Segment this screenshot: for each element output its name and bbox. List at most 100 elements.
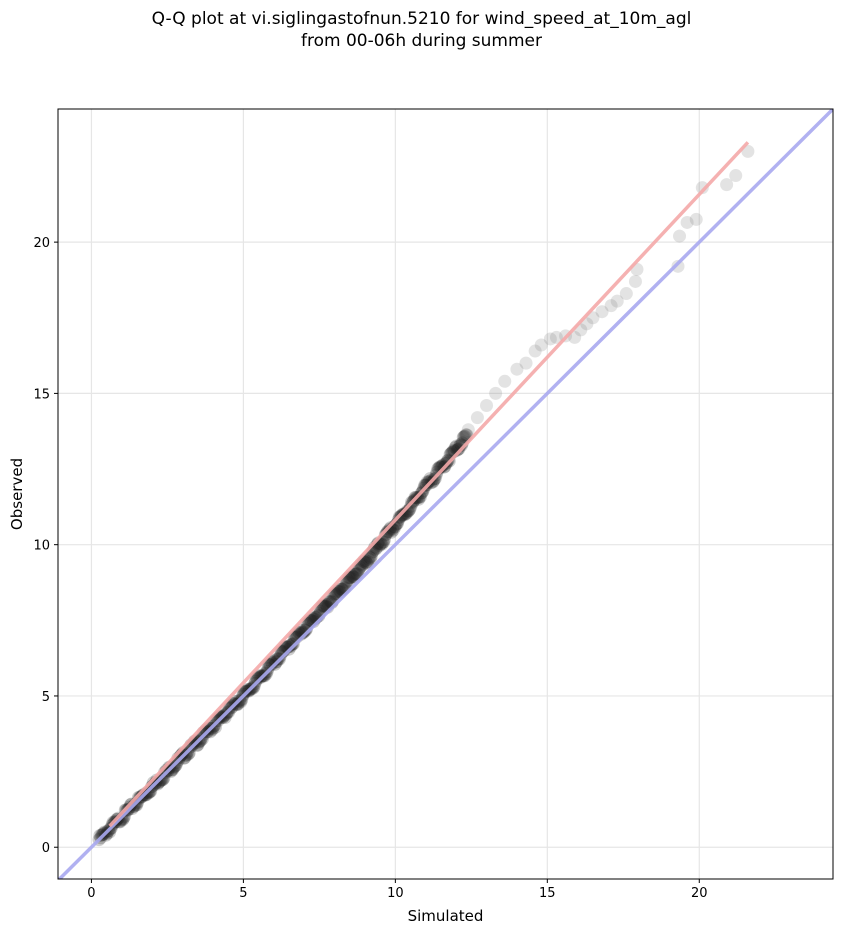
- qq-point: [331, 584, 345, 598]
- grid-lines: [58, 109, 833, 879]
- qq-point: [549, 330, 563, 344]
- qq-point: [343, 571, 357, 585]
- qq-point: [628, 274, 642, 288]
- qq-point: [450, 443, 464, 457]
- qq-point: [271, 652, 285, 666]
- qq-point: [146, 776, 160, 790]
- qq-point: [380, 525, 394, 539]
- qq-point: [510, 362, 524, 376]
- qq-point: [234, 695, 248, 709]
- qq-point: [480, 399, 494, 413]
- qq-point: [103, 825, 117, 839]
- qq-point: [543, 332, 557, 346]
- y-axis-label: Observed: [8, 458, 26, 530]
- qq-point: [695, 181, 709, 195]
- qq-point: [164, 764, 178, 778]
- qq-point: [720, 178, 734, 192]
- qq-point: [351, 563, 365, 577]
- qq-point: [364, 549, 378, 563]
- qq-point: [352, 562, 366, 576]
- qq-point: [341, 573, 355, 587]
- qq-point: [319, 598, 333, 612]
- qq-point: [363, 551, 377, 565]
- qq-point: [273, 649, 287, 663]
- x-tick-label: 0: [87, 886, 95, 901]
- x-tick-label: 20: [691, 886, 708, 901]
- qq-point: [230, 698, 244, 712]
- qq-point: [362, 552, 376, 566]
- qq-point: [339, 575, 353, 589]
- qq-point: [418, 478, 432, 492]
- qq-point: [360, 556, 374, 570]
- qq-point: [155, 773, 169, 787]
- qq-point: [181, 747, 195, 761]
- y-tick-label: 10: [33, 539, 50, 554]
- qq-point: [396, 508, 410, 522]
- qq-point: [435, 459, 449, 473]
- qq-point: [180, 748, 194, 762]
- qq-point: [329, 586, 343, 600]
- qq-point: [680, 215, 694, 229]
- qq-point: [218, 710, 232, 724]
- y-tick-label: 5: [42, 690, 50, 705]
- qq-point: [335, 582, 349, 596]
- qq-point: [251, 672, 265, 686]
- qq-point: [729, 169, 743, 183]
- qq-point: [190, 739, 204, 753]
- qq-point: [317, 599, 331, 613]
- chart-title-line-1: Q-Q plot at vi.siglingastofnun.5210 for …: [151, 9, 692, 29]
- qq-point: [156, 773, 170, 787]
- qq-point: [349, 567, 363, 581]
- qq-point: [226, 697, 240, 711]
- qq-point: [191, 738, 205, 752]
- qq-point: [455, 438, 469, 452]
- qq-point: [378, 528, 392, 542]
- qq-point: [452, 442, 466, 456]
- qq-point: [165, 763, 179, 777]
- qq-point: [610, 294, 624, 308]
- qq-point: [297, 625, 311, 639]
- qq-point: [457, 430, 471, 444]
- qq-point: [363, 550, 377, 564]
- qq-point: [441, 453, 455, 467]
- qq-point: [391, 513, 405, 527]
- qq-point: [178, 751, 192, 765]
- qq-point: [166, 763, 180, 777]
- qq-point: [353, 560, 367, 574]
- qq-point: [208, 720, 222, 734]
- qq-point: [346, 570, 360, 584]
- qq-point: [328, 587, 342, 601]
- qq-point: [264, 658, 278, 672]
- y-tick-label: 15: [33, 387, 50, 402]
- qq-point: [344, 570, 358, 584]
- plot-frame: [57, 108, 834, 880]
- x-tick-label: 10: [387, 886, 404, 901]
- data-points: [92, 144, 755, 847]
- qq-point: [604, 299, 618, 313]
- fit-line: [108, 141, 750, 828]
- qq-point: [261, 662, 275, 676]
- qq-point: [586, 311, 600, 325]
- qq-point: [299, 624, 313, 638]
- qq-point: [528, 344, 542, 358]
- qq-point: [205, 723, 219, 737]
- qq-point: [182, 746, 196, 760]
- x-axis-label: Simulated: [408, 907, 484, 925]
- qq-point: [349, 567, 363, 581]
- qq-point: [489, 386, 503, 400]
- qq-point: [177, 751, 191, 765]
- chart-title-line-2: from 00-06h during summer: [301, 31, 542, 51]
- qq-point: [340, 575, 354, 589]
- qq-point: [381, 524, 395, 538]
- qq-point: [237, 685, 251, 699]
- qq-point: [461, 423, 475, 437]
- y-tick-label: 0: [42, 841, 50, 856]
- qq-point: [451, 442, 465, 456]
- qq-point: [434, 460, 448, 474]
- qq-point: [671, 259, 685, 273]
- qq-point: [151, 777, 165, 791]
- qq-point: [595, 305, 609, 319]
- one-to-one-line: [58, 109, 833, 879]
- qq-point: [347, 570, 361, 584]
- qq-point: [285, 637, 299, 651]
